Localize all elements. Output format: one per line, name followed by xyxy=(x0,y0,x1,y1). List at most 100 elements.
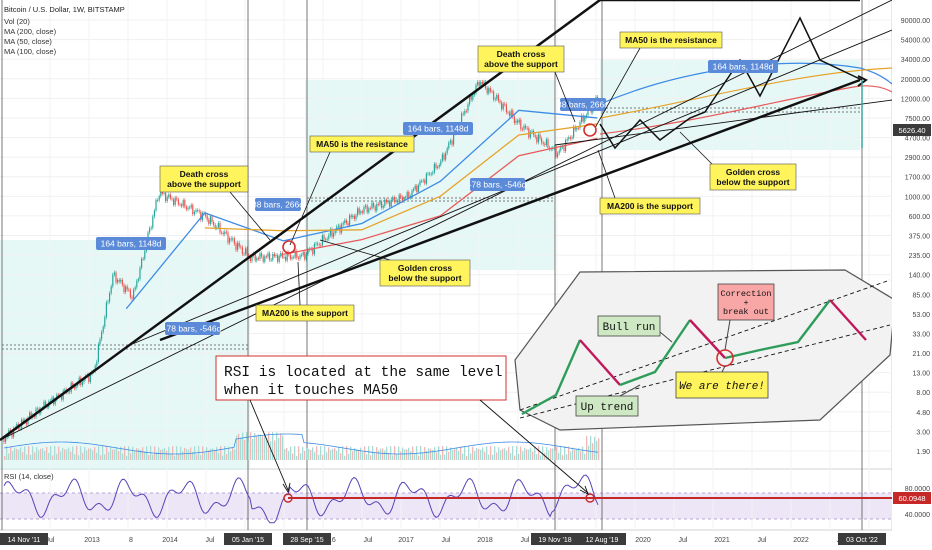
volume-bar xyxy=(26,454,28,460)
candle-body xyxy=(265,256,267,258)
candle-body xyxy=(261,253,263,257)
candle-body xyxy=(555,146,557,157)
candle-body xyxy=(286,252,288,261)
volume-bar xyxy=(490,446,492,460)
price-tick-label: 12000.00 xyxy=(901,96,930,103)
volume-bar xyxy=(12,451,14,460)
volume-bar xyxy=(538,446,540,460)
price-tick-label: 21.00 xyxy=(912,351,930,358)
candle-body xyxy=(441,154,443,161)
candle-body xyxy=(240,246,242,248)
candle-body xyxy=(581,115,583,123)
volume-bar xyxy=(540,455,542,460)
volume-bar xyxy=(366,454,368,460)
volume-bar xyxy=(424,446,426,460)
candle-body xyxy=(357,208,359,216)
death-cross-2-pointer xyxy=(554,71,576,123)
volume-bar xyxy=(188,449,190,460)
volume-bar xyxy=(208,450,210,460)
volume-bar xyxy=(44,450,46,460)
rsi-circle-1 xyxy=(283,493,293,503)
candle-body xyxy=(526,127,528,129)
time-highlight-bg xyxy=(838,533,886,545)
volume-bar xyxy=(388,452,390,460)
volume-bar xyxy=(422,453,424,460)
candle-body xyxy=(569,137,571,139)
rsi-circle-2 xyxy=(585,493,595,503)
price-axis-bg xyxy=(892,0,932,550)
ma50-resistance-2: MA50 is the resistance xyxy=(625,35,717,45)
time-tick-label: 2014 xyxy=(162,537,178,544)
volume-bar xyxy=(432,450,434,460)
volume-bar xyxy=(52,455,54,460)
volume-bar xyxy=(168,446,170,460)
volume-bar xyxy=(574,449,576,460)
candle-body xyxy=(152,216,154,228)
volume-bar xyxy=(162,448,164,460)
candle-body xyxy=(69,391,71,393)
volume-bar xyxy=(160,449,162,460)
candle-body xyxy=(120,279,122,282)
candle-body xyxy=(257,258,259,260)
candle-body xyxy=(136,280,138,288)
candle-body xyxy=(472,95,474,100)
candle-body xyxy=(547,139,549,148)
candle-body xyxy=(94,365,96,371)
candle-body xyxy=(200,211,202,220)
time-axis-bg xyxy=(0,531,932,550)
candle-body xyxy=(443,154,445,160)
candle-body xyxy=(512,110,514,117)
candle-body xyxy=(141,258,143,268)
price-tick-label: 54000.00 xyxy=(901,38,930,45)
candle-body xyxy=(315,243,317,245)
candle-body xyxy=(115,272,117,283)
candle-body xyxy=(504,103,506,105)
volume-bar xyxy=(66,449,68,460)
time-tick-label: 2022 xyxy=(793,537,809,544)
volume-bar xyxy=(454,449,456,460)
volume-bar xyxy=(64,449,66,460)
candle-body xyxy=(179,204,181,206)
candle-body xyxy=(213,222,215,225)
volume-bar xyxy=(100,455,102,460)
volume-bar xyxy=(122,453,124,460)
candle-body xyxy=(264,256,266,262)
ma-line xyxy=(204,123,598,232)
ma200-support-2-pointer xyxy=(597,149,616,199)
candle-body xyxy=(27,418,29,425)
volume-bar xyxy=(570,451,572,460)
candle-body xyxy=(494,98,496,100)
volume-bar xyxy=(528,449,530,460)
volume-bar xyxy=(214,450,216,460)
bars-label-1: 164 bars, 1148d xyxy=(101,239,162,249)
candle-body xyxy=(470,95,472,100)
volume-bar xyxy=(580,451,582,460)
candle-body xyxy=(182,200,184,207)
candle-body xyxy=(496,94,498,99)
candle-body xyxy=(238,242,240,247)
candle-body xyxy=(305,254,307,260)
death-cross-1-line: Death cross xyxy=(180,169,229,179)
volume-bar xyxy=(24,446,26,460)
bull-run-bg xyxy=(597,315,661,337)
candle-body xyxy=(193,211,195,215)
time-highlight-label: 19 Nov '18 xyxy=(538,537,571,544)
volume-bar xyxy=(470,453,472,460)
candle-body xyxy=(368,208,370,213)
candle-body xyxy=(422,180,424,182)
volume-bar xyxy=(146,446,148,460)
volume-bar xyxy=(534,446,536,460)
candle-body xyxy=(414,185,416,189)
we-are-there-label: We are there! xyxy=(679,381,765,393)
candle-body xyxy=(29,412,31,419)
candle-body xyxy=(221,232,223,234)
golden-cross-2-line: Golden cross xyxy=(726,167,781,177)
golden-cross-1: Golden cross below the support xyxy=(388,263,461,283)
volume-bar xyxy=(314,452,316,460)
candle-body xyxy=(534,134,536,138)
volume-bar xyxy=(456,448,458,460)
volume-bar xyxy=(144,452,146,460)
volume-bar xyxy=(400,451,402,460)
candle-body xyxy=(187,207,189,210)
volume-bar xyxy=(48,453,50,460)
